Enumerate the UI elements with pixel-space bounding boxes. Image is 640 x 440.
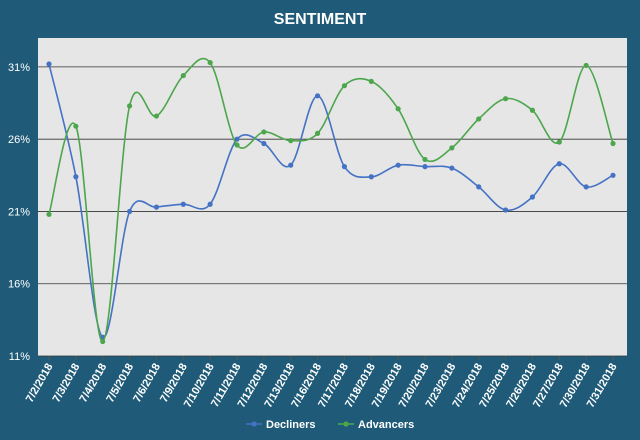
advancers-series-line <box>48 57 614 343</box>
y-tick-label: 11% <box>9 351 30 363</box>
decliners-data-point <box>502 207 509 213</box>
advancers-legend-marker <box>343 421 349 427</box>
advancers-data-point <box>502 96 509 102</box>
decliners-data-point <box>207 201 213 207</box>
decliners-data-point <box>126 208 133 215</box>
y-tick-label: 21% <box>8 206 30 218</box>
decliners-data-point <box>556 161 562 167</box>
decliners-data-point <box>180 201 186 207</box>
advancers-data-point <box>368 78 374 84</box>
advancers-data-point <box>153 113 160 119</box>
decliners-data-point <box>46 61 52 67</box>
decliners-legend-label: Decliners <box>266 419 316 431</box>
advancers-data-point <box>180 72 186 79</box>
advancers-data-point <box>610 140 616 147</box>
decliners-data-point <box>234 136 240 142</box>
legend: Decliners Advancers <box>246 419 414 431</box>
decliners-data-point <box>422 164 428 170</box>
decliners-data-point <box>395 162 401 168</box>
y-tick-label: 31% <box>8 62 30 74</box>
advancers-data-point <box>449 145 455 151</box>
advancers-data-point <box>73 123 79 129</box>
x-axis: 7/2/20187/3/20187/4/20187/5/20187/6/2018… <box>24 356 620 410</box>
advancers-data-point <box>314 130 321 136</box>
advancers-data-point <box>126 103 133 109</box>
decliners-data-point <box>368 174 374 180</box>
chart-title: SENTIMENT <box>274 11 367 28</box>
advancers-data-point <box>341 83 348 89</box>
y-tick-label: 26% <box>8 134 30 146</box>
decliners-series-line <box>48 63 614 339</box>
decliners-data-point <box>73 174 79 180</box>
decliners-data-point <box>261 140 267 147</box>
series-layer <box>46 57 616 345</box>
decliners-data-point <box>583 184 589 190</box>
decliners-legend-marker <box>251 421 257 427</box>
decliners-data-point <box>449 165 455 171</box>
advancers-data-point <box>261 129 267 135</box>
advancers-data-point <box>234 142 240 148</box>
advancers-legend-label: Advancers <box>358 419 414 431</box>
y-axis: 11% 16% 21% 26% 31% <box>8 62 30 363</box>
advancers-data-point <box>583 62 589 69</box>
decliners-data-point <box>288 162 294 168</box>
advancers-data-point <box>476 116 482 122</box>
advancers-data-point <box>422 156 428 163</box>
decliners-data-point <box>153 204 160 210</box>
decliners-data-point <box>341 164 348 170</box>
decliners-data-point <box>476 184 482 190</box>
advancers-data-point <box>529 107 536 113</box>
advancers-data-point <box>100 338 106 345</box>
advancers-data-point <box>395 106 401 112</box>
y-tick-label: 16% <box>8 279 30 291</box>
decliners-data-point <box>610 172 616 178</box>
decliners-data-point <box>529 194 536 200</box>
advancers-data-point <box>46 211 52 217</box>
plot-area <box>38 38 627 356</box>
gridlines <box>38 66 627 357</box>
decliners-data-point <box>314 93 321 99</box>
advancers-data-point <box>556 139 562 145</box>
advancers-data-point <box>207 59 213 66</box>
advancers-data-point <box>288 138 294 144</box>
